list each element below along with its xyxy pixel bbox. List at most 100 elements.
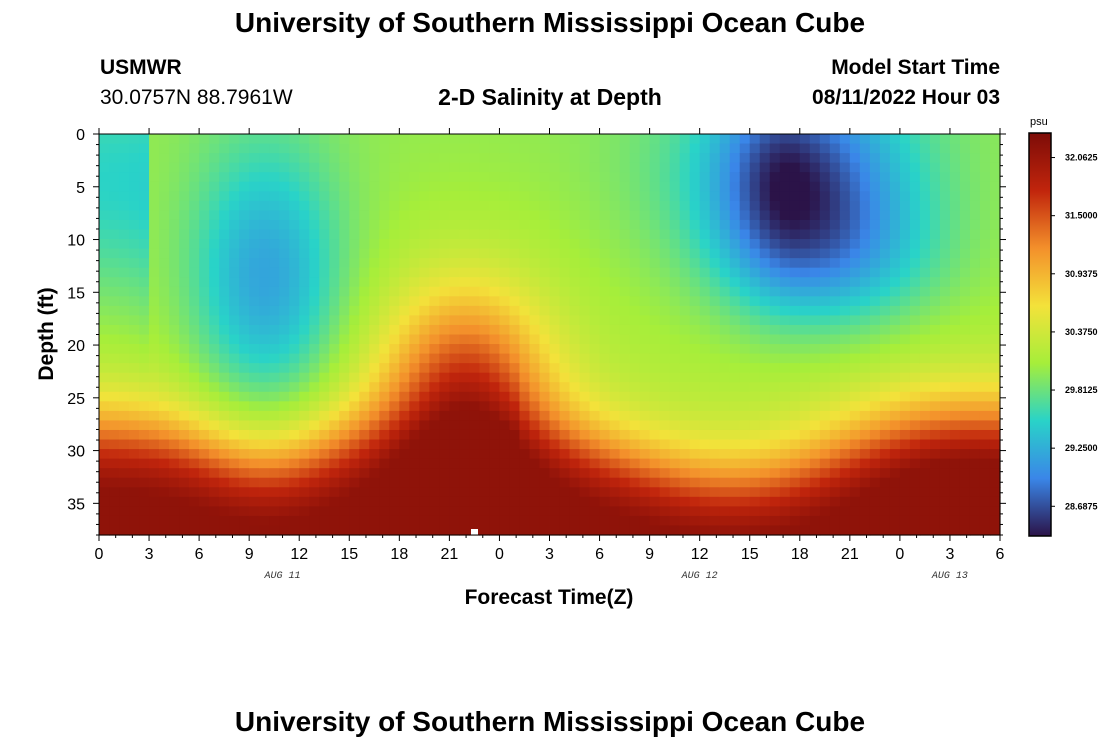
heatmap-cell bbox=[899, 401, 911, 412]
heatmap-cell bbox=[839, 334, 851, 345]
heatmap-cell bbox=[299, 219, 310, 231]
heatmap-cell bbox=[639, 506, 651, 517]
heatmap-cell bbox=[339, 210, 350, 221]
heatmap-cell bbox=[689, 439, 701, 450]
heatmap-cell bbox=[269, 258, 280, 269]
heatmap-cell bbox=[289, 305, 300, 317]
heatmap-cell bbox=[199, 449, 210, 460]
heatmap-cell bbox=[909, 315, 921, 326]
heatmap-cell bbox=[749, 229, 761, 240]
heatmap-cell bbox=[179, 200, 190, 211]
heatmap-cell bbox=[639, 191, 651, 202]
heatmap-cell bbox=[869, 229, 881, 240]
heatmap-cell bbox=[189, 334, 200, 345]
heatmap-cell bbox=[549, 515, 561, 527]
heatmap-cell bbox=[399, 229, 410, 240]
heatmap-cell bbox=[629, 153, 641, 164]
heatmap-cell bbox=[179, 143, 190, 154]
heatmap-cell bbox=[889, 258, 901, 269]
heatmap-cell bbox=[149, 515, 160, 527]
heatmap-cell bbox=[219, 420, 230, 431]
heatmap-cell bbox=[629, 229, 641, 240]
heatmap-cell bbox=[729, 401, 741, 412]
heatmap-cell bbox=[219, 344, 230, 355]
heatmap-cell bbox=[129, 372, 140, 383]
heatmap-cell bbox=[579, 506, 591, 517]
heatmap-cell bbox=[219, 267, 230, 278]
heatmap-cell bbox=[699, 525, 711, 536]
heatmap-cell bbox=[379, 181, 390, 192]
heatmap-cell bbox=[469, 219, 481, 231]
heatmap-cell bbox=[299, 191, 310, 202]
heatmap-cell bbox=[129, 134, 140, 145]
heatmap-cell bbox=[889, 143, 901, 154]
heatmap-cell bbox=[679, 286, 691, 297]
heatmap-cell bbox=[329, 239, 340, 250]
heatmap-cell bbox=[679, 420, 691, 431]
heatmap-cell bbox=[709, 334, 721, 345]
heatmap-cell bbox=[109, 172, 120, 183]
heatmap-cell bbox=[969, 191, 981, 202]
heatmap-cell bbox=[799, 296, 811, 307]
heatmap-cell bbox=[499, 229, 511, 240]
heatmap-cell bbox=[349, 429, 360, 441]
heatmap-cell bbox=[589, 219, 601, 231]
heatmap-cell bbox=[229, 286, 240, 297]
heatmap-cell bbox=[199, 487, 210, 498]
heatmap-cell bbox=[689, 334, 701, 345]
heatmap-cell bbox=[639, 315, 651, 326]
heatmap-cell bbox=[249, 439, 260, 450]
heatmap-cell bbox=[779, 153, 791, 164]
heatmap-cell bbox=[739, 449, 751, 460]
heatmap-cell bbox=[209, 515, 220, 527]
heatmap-cell bbox=[749, 258, 761, 269]
heatmap-cell bbox=[579, 200, 591, 211]
heatmap-cell bbox=[799, 372, 811, 383]
heatmap-cell bbox=[629, 458, 641, 469]
heatmap-cell bbox=[209, 391, 220, 402]
heatmap-cell bbox=[139, 420, 150, 431]
heatmap-cell bbox=[849, 324, 861, 336]
heatmap-cell bbox=[839, 296, 851, 307]
heatmap-cell bbox=[289, 143, 300, 154]
heatmap-cell bbox=[339, 496, 350, 507]
heatmap-cell bbox=[469, 191, 481, 202]
heatmap-cell bbox=[209, 162, 220, 173]
heatmap-cell bbox=[499, 382, 511, 393]
heatmap-cell bbox=[799, 324, 811, 336]
heatmap-cell bbox=[669, 515, 681, 527]
heatmap-cell bbox=[529, 305, 541, 317]
heatmap-cell bbox=[209, 449, 220, 460]
heatmap-cell bbox=[629, 353, 641, 364]
heatmap-cell bbox=[239, 334, 250, 345]
heatmap-cell bbox=[639, 410, 651, 422]
heatmap-cell bbox=[869, 344, 881, 355]
heatmap-cell bbox=[499, 487, 511, 498]
heatmap-cell bbox=[529, 267, 541, 278]
heatmap-cell bbox=[839, 172, 851, 183]
heatmap-cell bbox=[819, 239, 831, 250]
heatmap-cell bbox=[249, 515, 260, 527]
heatmap-cell bbox=[569, 420, 581, 431]
heatmap-cell bbox=[449, 315, 460, 326]
heatmap-cell bbox=[879, 468, 891, 479]
heatmap-cell bbox=[409, 219, 420, 231]
heatmap-cell bbox=[439, 363, 450, 374]
heatmap-cell bbox=[939, 200, 951, 211]
heatmap-cell bbox=[259, 277, 270, 288]
heatmap-cell bbox=[529, 210, 541, 221]
heatmap-cell bbox=[919, 267, 931, 278]
heatmap-cell bbox=[519, 248, 531, 259]
heatmap-cell bbox=[119, 487, 130, 498]
heatmap-cell bbox=[719, 258, 731, 269]
heatmap-cell bbox=[269, 506, 280, 517]
heatmap-cell bbox=[289, 267, 300, 278]
heatmap-cell bbox=[469, 410, 481, 422]
heatmap-cell bbox=[829, 468, 841, 479]
heatmap-cell bbox=[499, 191, 511, 202]
heatmap-cell bbox=[659, 363, 671, 374]
heatmap-cell bbox=[749, 449, 761, 460]
heatmap-cell bbox=[839, 439, 851, 450]
heatmap-cell bbox=[519, 391, 531, 402]
